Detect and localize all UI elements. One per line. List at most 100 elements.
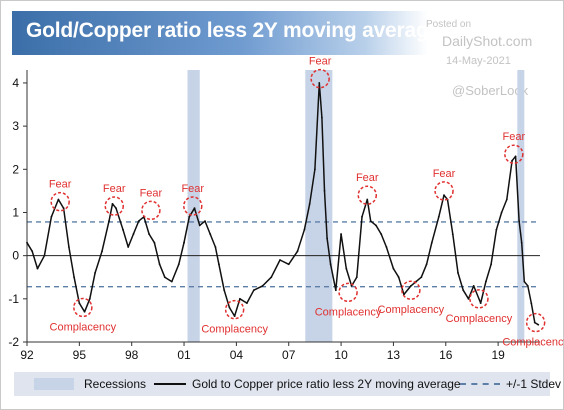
- series-point: [467, 297, 470, 300]
- series-point: [73, 276, 76, 279]
- series-point: [511, 159, 513, 162]
- series-point: [430, 241, 433, 244]
- series-point: [451, 233, 454, 235]
- annotation-circle-1: [104, 196, 124, 216]
- series-point: [163, 276, 166, 279]
- series-point: [238, 297, 241, 300]
- series-point: [526, 284, 529, 287]
- series-point: [392, 267, 395, 270]
- x-tick-label: 07: [282, 348, 296, 362]
- series-point: [108, 220, 110, 223]
- series-point: [252, 289, 255, 292]
- series-point: [209, 233, 212, 235]
- series-point: [111, 202, 114, 205]
- annotation-label: Complacency: [378, 304, 445, 316]
- series-point: [303, 228, 306, 231]
- series-point: [437, 215, 440, 218]
- series-point: [518, 220, 520, 223]
- series-point: [183, 241, 185, 244]
- series-point: [314, 168, 316, 171]
- series-point: [350, 284, 353, 287]
- annotation-circle-5: [357, 185, 378, 205]
- annotation-label: Complacency: [315, 306, 382, 318]
- x-tick-label: 95: [73, 348, 87, 362]
- legend-swatch-stdev: [460, 383, 500, 385]
- series-point: [132, 233, 135, 235]
- y-tick-label: 2: [12, 162, 19, 176]
- legend-swatch-series: [154, 383, 186, 385]
- annotation-circle-3: [183, 196, 203, 216]
- x-tick-label: 19: [491, 348, 505, 362]
- annotation-circle-8: [73, 297, 93, 318]
- series-point: [287, 263, 290, 266]
- x-tick-label: 13: [387, 348, 401, 362]
- annotation-circle-7: [504, 144, 524, 164]
- series-point: [31, 250, 34, 253]
- series-point: [122, 228, 124, 231]
- annotation-circle-13: [525, 312, 546, 333]
- series-line-0: [26, 82, 539, 326]
- series-point: [83, 310, 86, 313]
- series-point: [537, 323, 540, 326]
- watermark-posted-on: Posted on: [426, 19, 472, 30]
- watermark-site: DailyShot.com: [442, 33, 533, 49]
- y-tick-label: 1: [12, 205, 19, 219]
- series-point: [500, 211, 503, 214]
- series-point: [533, 321, 536, 324]
- series-point: [505, 198, 508, 201]
- series-point: [88, 297, 91, 300]
- legend-swatch-recessions: [34, 378, 74, 390]
- series-point: [369, 220, 372, 223]
- annotation-label: Fear: [49, 179, 72, 191]
- series-point: [223, 289, 226, 292]
- series-point: [67, 246, 70, 248]
- series-point: [94, 272, 96, 274]
- series-point: [137, 220, 140, 223]
- series-point: [36, 267, 39, 270]
- series-point: [261, 284, 264, 287]
- x-tick-label: 04: [230, 348, 244, 362]
- series-point: [198, 224, 201, 227]
- title-bar: Gold/Copper ratio less 2Y moving average: [12, 11, 440, 55]
- series-point: [270, 276, 273, 279]
- x-tick-label: 92: [20, 348, 34, 362]
- annotation-label: Fear: [356, 172, 379, 184]
- series-point: [177, 263, 180, 266]
- annotation-label: Fear: [433, 168, 456, 180]
- series-point: [457, 272, 459, 274]
- series-point: [26, 241, 28, 244]
- y-tick-label: 4: [12, 76, 19, 90]
- series-point: [490, 263, 493, 266]
- series-point: [425, 263, 428, 266]
- annotation-label: Complacency: [201, 324, 268, 336]
- series-point: [485, 280, 487, 283]
- annotation-label: Fear: [503, 131, 526, 143]
- annotation-circle-9: [224, 299, 245, 320]
- series-point: [218, 263, 220, 266]
- series-point: [78, 302, 81, 305]
- series-point: [214, 246, 217, 248]
- series-point: [228, 306, 231, 309]
- series-point: [318, 82, 321, 84]
- x-tick-label: 10: [334, 348, 348, 362]
- series-point: [530, 302, 533, 305]
- series-point: [420, 276, 423, 279]
- series-point: [57, 198, 60, 201]
- x-tick-label: 16: [439, 348, 453, 362]
- series-point: [127, 246, 130, 248]
- series-point: [50, 215, 53, 218]
- annotation-circle-2: [141, 200, 161, 221]
- x-tick-label: 01: [177, 348, 191, 362]
- annotation-label: Fear: [140, 187, 163, 199]
- series-point: [355, 276, 358, 279]
- annotation-circle-6: [434, 181, 454, 201]
- series-point: [158, 263, 161, 266]
- series-point: [514, 155, 517, 158]
- annotation-circle-0: [50, 191, 70, 212]
- series-point: [375, 224, 377, 227]
- series-point: [115, 207, 117, 210]
- annotation-circle-4: [310, 68, 330, 89]
- series-point: [153, 241, 156, 244]
- annotation-label: Complacency: [502, 337, 564, 349]
